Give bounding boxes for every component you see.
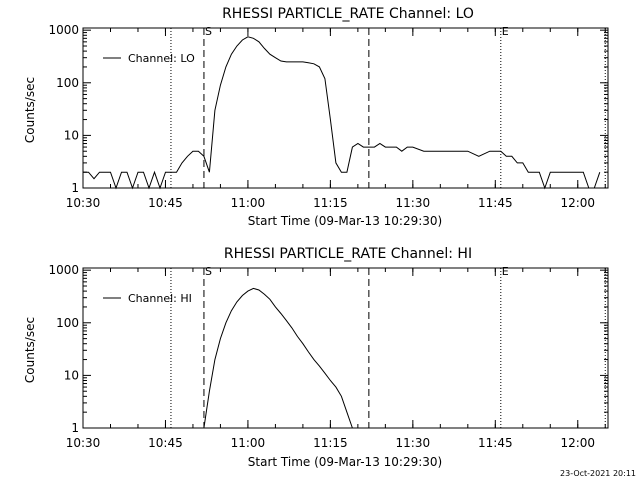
lo-y-tick-label: 1 [71, 181, 79, 195]
hi-plot-area: 10:30 10:45 11:00 11:15 11:30 11:45 12:00 1 10 10… [48, 263, 609, 450]
hi-x-axis-label: Start Time (09-Mar-13 10:29:30) [248, 455, 442, 469]
hi-x-tick-label: 10:30 [66, 436, 101, 450]
lo-channel-panel: RHESSI PARTICLE_RATE Channel: LO Start T… [23, 6, 609, 228]
lo-x-tick-label: 11:00 [231, 196, 266, 210]
hi-legend-label: Channel: HI [128, 292, 192, 305]
lo-plot-frame [82, 27, 609, 189]
hi-x-tick-label: 10:45 [148, 436, 183, 450]
lo-x-tick-label: 11:15 [313, 196, 348, 210]
lo-x-axis-label: Start Time (09-Mar-13 10:29:30) [248, 214, 442, 228]
lo-legend-label: Channel: LO [128, 52, 195, 65]
hi-y-axis-label: Counts/sec [23, 317, 37, 383]
lo-y-tick-label: 1000 [48, 23, 79, 37]
hi-x-tick-label: 12:00 [560, 436, 595, 450]
lo-marker-label: E [502, 25, 509, 38]
hi-y-tick-label: 1000 [48, 263, 79, 277]
hi-channel-panel: RHESSI PARTICLE_RATE Channel: HI Start T… [23, 246, 609, 469]
timestamp-stamp: 23-Oct-2021 20:11 [560, 469, 636, 478]
hi-y-tick-label: 1 [71, 421, 79, 435]
hi-y-tick-label: 10 [64, 368, 79, 382]
hi-marker-label: E [502, 265, 509, 278]
hi-x-tick-label: 11:00 [231, 436, 266, 450]
hi-chart-title: RHESSI PARTICLE_RATE Channel: HI [224, 246, 472, 262]
hi-y-tick-label: 100 [56, 316, 79, 330]
hi-plot-frame [82, 267, 609, 429]
hi-series-line [203, 287, 353, 429]
hi-marker-label: S [205, 265, 212, 278]
lo-y-axis-label: Counts/sec [23, 77, 37, 143]
lo-x-tick-label: 10:45 [148, 196, 183, 210]
hi-x-tick-label: 11:45 [478, 436, 513, 450]
lo-series-line [83, 36, 601, 190]
lo-x-tick-label: 12:00 [560, 196, 595, 210]
lo-y-tick-label: 10 [64, 128, 79, 142]
lo-plot-area: 10:30 10:45 11:00 11:15 11:30 11:45 12:00 1 10 10… [48, 23, 609, 210]
lo-x-tick-label: 10:30 [66, 196, 101, 210]
lo-x-tick-label: 11:45 [478, 196, 513, 210]
lo-x-tick-label: 11:30 [396, 196, 431, 210]
lo-marker-label: S [205, 25, 212, 38]
hi-x-tick-label: 11:30 [396, 436, 431, 450]
lo-chart-title: RHESSI PARTICLE_RATE Channel: LO [222, 6, 474, 22]
hi-x-tick-label: 11:15 [313, 436, 348, 450]
lo-y-tick-label: 100 [56, 76, 79, 90]
